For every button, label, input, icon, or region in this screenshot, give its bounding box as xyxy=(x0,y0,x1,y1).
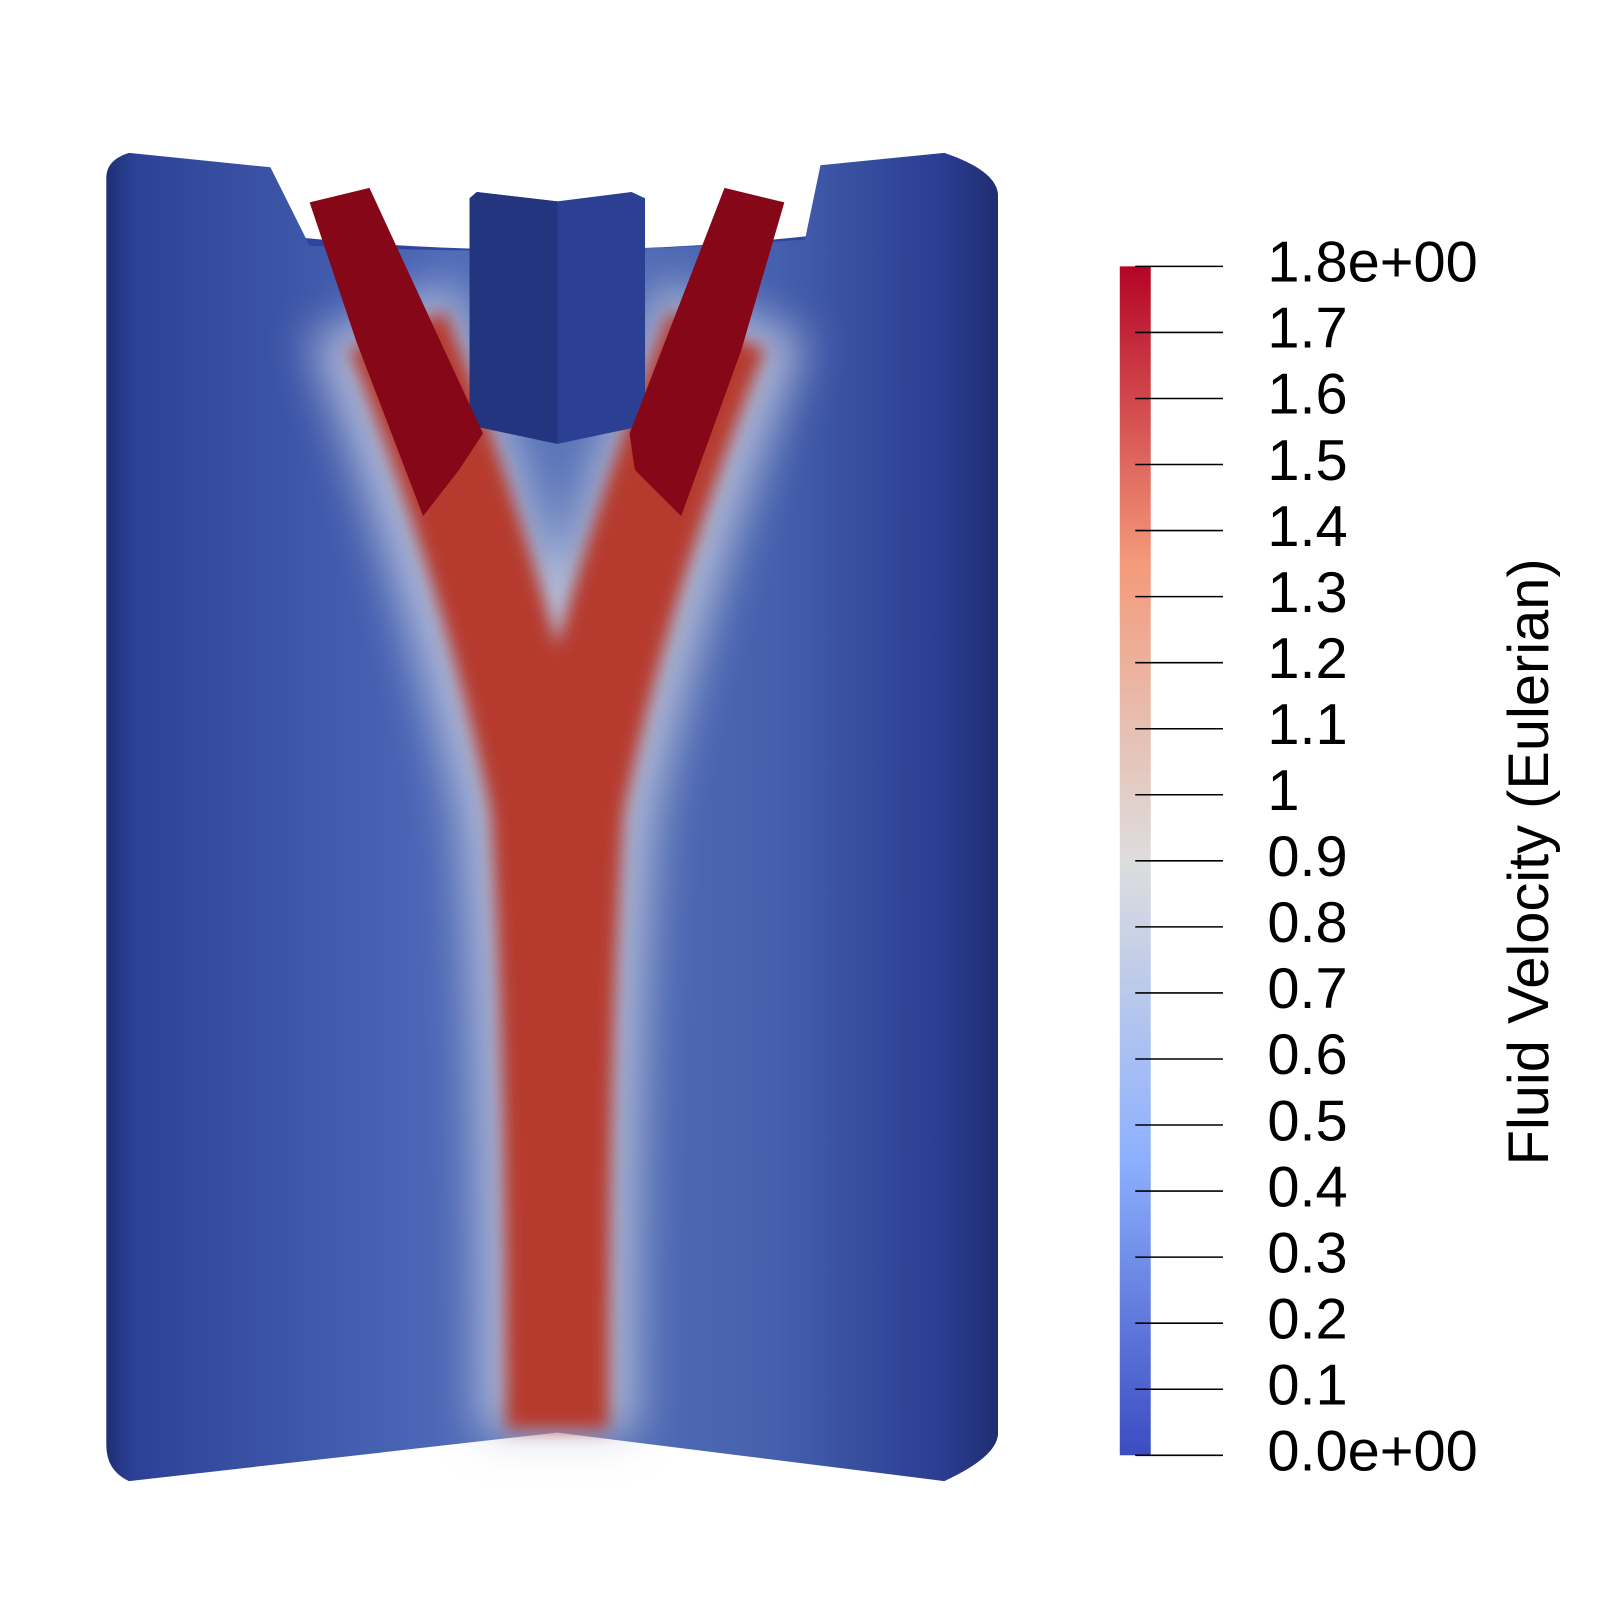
tick-label: 1.3 xyxy=(1267,561,1347,625)
tick-label: 0.1 xyxy=(1267,1354,1347,1418)
tick-label: 0.3 xyxy=(1267,1221,1347,1285)
tick-label: 1 xyxy=(1267,759,1299,823)
tick-label: 1.6 xyxy=(1267,363,1347,427)
tick-label: 0.2 xyxy=(1267,1287,1347,1351)
tick-label: 0.9 xyxy=(1267,825,1347,889)
tick-label: 1.8e+00 xyxy=(1267,231,1477,295)
tick-label: 0.5 xyxy=(1267,1089,1347,1153)
tick-label: 1.1 xyxy=(1267,693,1347,757)
tick-label: 1.2 xyxy=(1267,627,1347,691)
render xyxy=(106,152,998,1482)
colorbar-ticks: 0.0e+000.10.20.30.40.50.60.70.80.911.11.… xyxy=(1135,231,1478,1484)
tick-label: 0.4 xyxy=(1267,1155,1347,1219)
center-block-shade xyxy=(469,192,558,444)
tick-label: 1.7 xyxy=(1267,297,1347,361)
tick-label: 1.4 xyxy=(1267,495,1347,559)
left-inlet xyxy=(309,187,483,517)
tick-label: 1.5 xyxy=(1267,429,1347,493)
tick-label: 0.8 xyxy=(1267,891,1347,955)
tick-label: 0.0e+00 xyxy=(1267,1420,1477,1484)
tick-label: 0.7 xyxy=(1267,957,1347,1021)
right-inlet xyxy=(629,187,785,517)
tick-label: 0.6 xyxy=(1267,1023,1347,1087)
colorbar-title: Fluid Velocity (Eulerian) xyxy=(1497,558,1561,1165)
